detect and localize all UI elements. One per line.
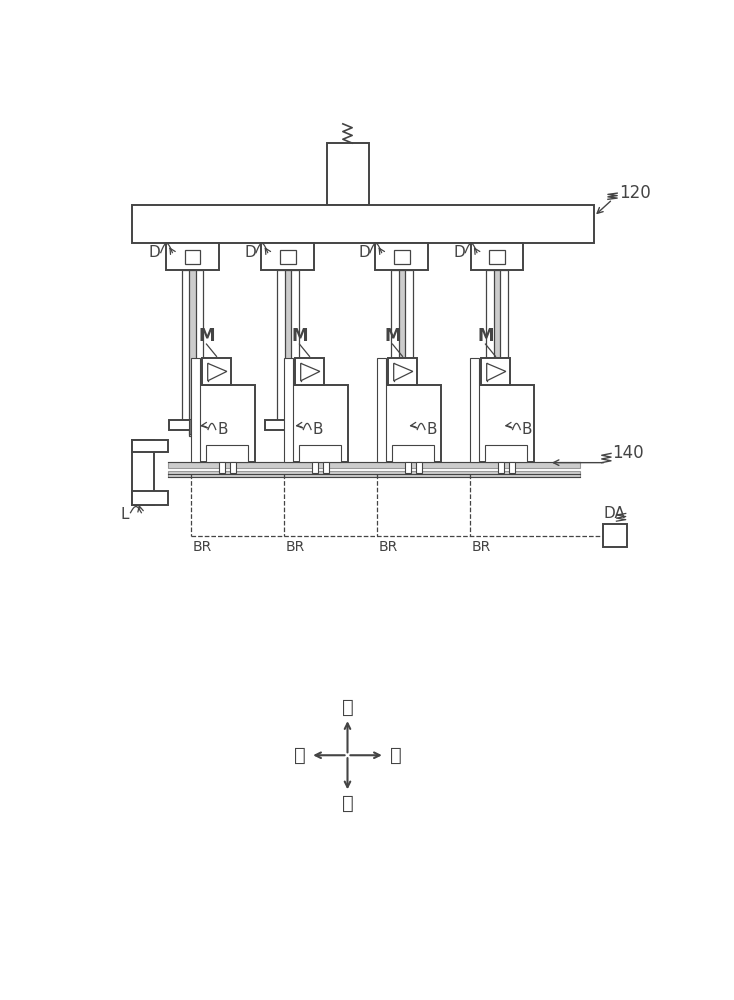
Bar xyxy=(323,462,329,473)
Bar xyxy=(285,270,291,436)
Bar xyxy=(415,462,422,473)
Bar xyxy=(393,445,435,462)
Text: 上: 上 xyxy=(341,698,353,717)
Bar xyxy=(327,143,369,205)
Bar xyxy=(388,358,417,385)
Bar xyxy=(185,250,200,264)
Bar xyxy=(399,419,405,434)
Text: M: M xyxy=(477,327,494,345)
Text: BR: BR xyxy=(379,540,398,554)
Bar xyxy=(391,270,413,420)
Text: B: B xyxy=(522,422,532,437)
Polygon shape xyxy=(208,363,227,381)
Bar xyxy=(399,270,405,436)
Bar xyxy=(191,358,200,462)
Bar xyxy=(312,462,318,473)
Bar xyxy=(167,462,580,468)
Bar xyxy=(379,420,425,430)
Text: M: M xyxy=(198,327,215,345)
Text: BR: BR xyxy=(192,540,211,554)
Bar xyxy=(132,491,167,505)
Bar xyxy=(470,243,523,270)
Bar xyxy=(219,462,225,473)
Bar xyxy=(170,420,216,430)
Bar xyxy=(474,420,520,430)
Bar xyxy=(264,420,311,430)
Text: M: M xyxy=(291,327,308,345)
Bar xyxy=(405,462,411,473)
Bar xyxy=(167,471,580,477)
Bar xyxy=(509,462,515,473)
Text: DA: DA xyxy=(604,506,626,521)
Text: D: D xyxy=(244,245,256,260)
Text: B: B xyxy=(426,422,437,437)
Bar xyxy=(490,250,505,264)
Bar xyxy=(261,243,314,270)
Bar xyxy=(394,250,410,264)
Bar xyxy=(280,250,296,264)
Bar xyxy=(189,270,195,436)
Bar xyxy=(481,358,510,385)
Polygon shape xyxy=(487,363,506,381)
Bar xyxy=(485,445,527,462)
Text: 前: 前 xyxy=(294,746,305,765)
Bar xyxy=(494,419,500,434)
Polygon shape xyxy=(301,363,320,381)
Bar xyxy=(230,462,236,473)
Bar xyxy=(277,270,299,420)
Bar xyxy=(189,419,195,434)
Text: D: D xyxy=(358,245,370,260)
Text: 140: 140 xyxy=(613,444,644,462)
Bar xyxy=(386,385,440,462)
Bar xyxy=(498,462,504,473)
Polygon shape xyxy=(393,363,413,381)
Text: M: M xyxy=(384,327,401,345)
Text: 120: 120 xyxy=(619,184,650,202)
Text: BR: BR xyxy=(471,540,491,554)
Bar xyxy=(479,385,534,462)
Bar xyxy=(377,358,386,462)
Bar xyxy=(132,205,594,243)
Bar xyxy=(486,270,508,420)
Text: 下: 下 xyxy=(341,793,353,812)
Bar xyxy=(206,445,248,462)
Bar xyxy=(284,358,294,462)
Text: B: B xyxy=(217,422,228,437)
Text: BR: BR xyxy=(286,540,305,554)
Bar xyxy=(375,243,428,270)
Bar xyxy=(132,440,153,505)
Bar xyxy=(132,440,167,452)
Text: B: B xyxy=(313,422,323,437)
Bar xyxy=(166,243,219,270)
Bar xyxy=(294,385,347,462)
Text: L: L xyxy=(120,507,129,522)
Bar xyxy=(299,445,341,462)
Bar xyxy=(202,358,231,385)
Bar xyxy=(295,358,324,385)
Bar xyxy=(285,419,291,434)
Bar xyxy=(181,270,203,420)
Bar xyxy=(494,270,500,436)
Text: D: D xyxy=(149,245,161,260)
Text: 后: 后 xyxy=(390,746,401,765)
Text: D: D xyxy=(454,245,465,260)
Bar xyxy=(200,385,255,462)
Bar xyxy=(470,358,479,462)
Bar xyxy=(603,524,627,547)
